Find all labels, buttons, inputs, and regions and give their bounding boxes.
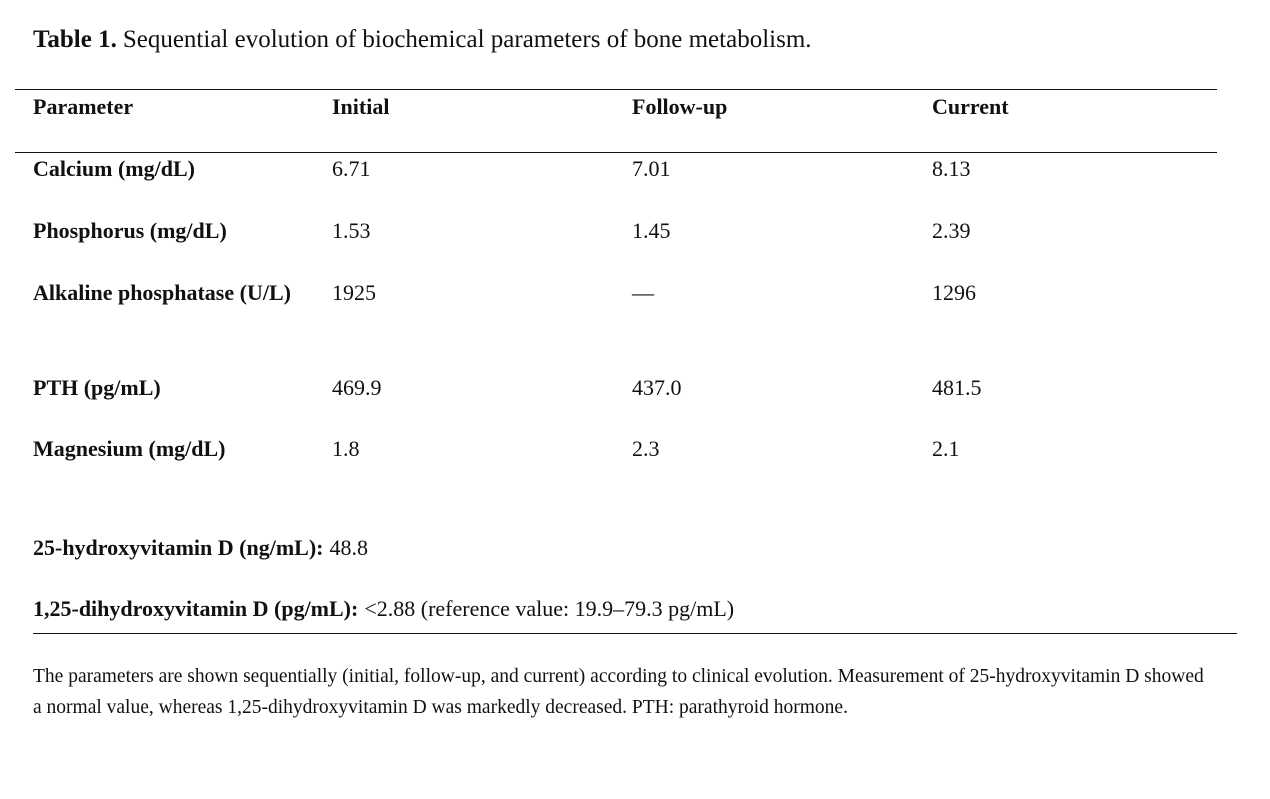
note-label: 25-hydroxyvitamin D (ng/mL):: [33, 535, 324, 560]
header-cell: Current: [932, 94, 1009, 119]
table-cell: 7.01: [632, 156, 671, 181]
note: 1,25-dihydroxyvitamin D (pg/mL): <2.88 (r…: [33, 596, 734, 622]
table-cell: 437.0: [632, 375, 682, 400]
table-cell: 469.9: [332, 375, 382, 400]
table-cell: 481.5: [932, 375, 982, 400]
note: 25-hydroxyvitamin D (ng/mL): 48.8: [33, 535, 368, 561]
table-cell: 2.3: [632, 436, 660, 461]
row-label: Calcium (mg/dL): [33, 156, 195, 181]
row-label: Phosphorus (mg/dL): [33, 218, 227, 243]
table-cell: 1.8: [332, 436, 360, 461]
header-cell: Initial: [332, 94, 390, 119]
table-cell: 1925: [332, 280, 376, 305]
footnote: The parameters are shown sequentially (i…: [33, 666, 1204, 718]
row-label: Alkaline phosphatase (U/L): [33, 280, 291, 305]
note-label: 1,25-dihydroxyvitamin D (pg/mL):: [33, 596, 359, 621]
row-label: PTH (pg/mL): [33, 375, 161, 400]
table-cell: 8.13: [932, 156, 971, 181]
header-cell: Follow-up: [632, 94, 728, 119]
table-cell: —: [632, 280, 654, 305]
caption-label: Table 1.: [33, 26, 117, 53]
table-caption: Table 1. Sequential evolution of biochemi…: [33, 26, 812, 54]
row-label: Magnesium (mg/dL): [33, 436, 226, 461]
bottom-rule: [33, 633, 1237, 634]
table-cell: 2.1: [932, 436, 960, 461]
table-cell: 1.53: [332, 218, 371, 243]
note-text: 48.8: [329, 535, 369, 560]
note-text: <2.88 (reference value: 19.9–79.3 pg/mL): [364, 596, 735, 621]
caption-text: Sequential evolution of biochemical para…: [122, 26, 812, 53]
header-cell: Parameter: [33, 94, 134, 119]
table-cell: 2.39: [932, 218, 971, 243]
table-cell: 6.71: [332, 156, 371, 181]
table-cell: 1.45: [632, 218, 671, 243]
header-rule: [15, 152, 1217, 153]
table-cell: 1296: [932, 280, 976, 305]
top-rule: [15, 89, 1217, 90]
